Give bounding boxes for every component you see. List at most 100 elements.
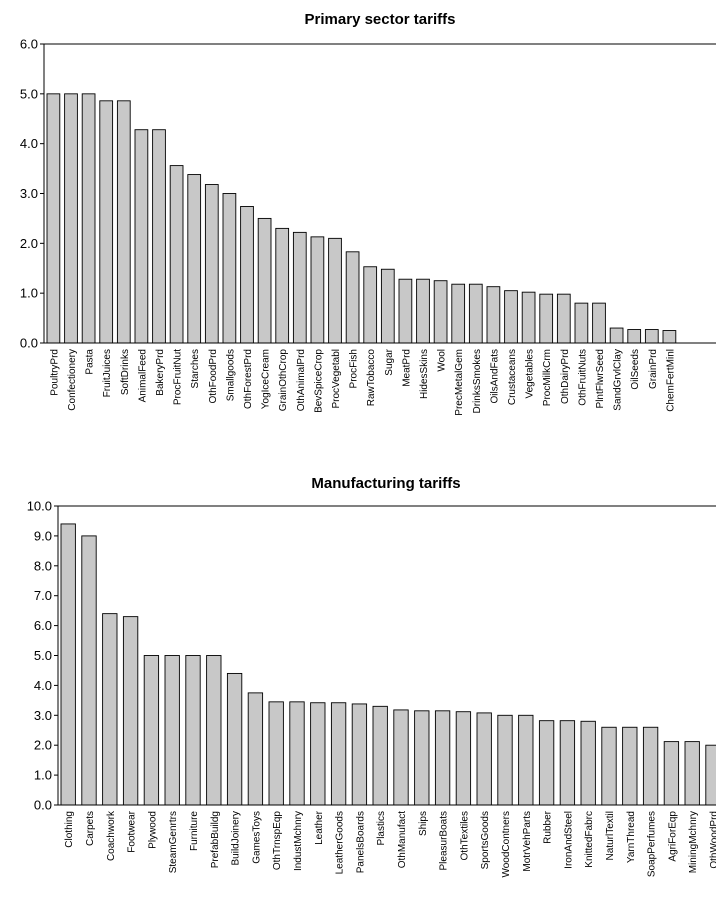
- primary-x-tick-label: RawTobacco: [366, 349, 377, 407]
- primary-bar-procfish: [345, 251, 360, 344]
- manufacturing-y-tick-label: 6.0: [34, 618, 52, 633]
- primary-bar-chemfertminl: [662, 330, 677, 344]
- primary-sector-tariffs-chart: Primary sector tariffs 0.0 1.0 2.0 3.0 4.0 5.0…: [20, 11, 716, 416]
- manufacturing-bar-othwoodprd: [705, 744, 716, 806]
- primary-bar-pasta: [81, 93, 96, 344]
- primary-x-tick-label: ProcFruitNut: [173, 349, 184, 405]
- manufacturing-y-tick-label: 7.0: [34, 588, 52, 603]
- primary-x-tick-label: SoftDrinks: [120, 349, 131, 395]
- manufacturing-bar-prefabbuildg: [206, 655, 222, 806]
- primary-x-tick-label: Sugar: [384, 348, 395, 375]
- primary-y-tick-label: 1.0: [20, 286, 38, 301]
- manufacturing-x-tick-label: OthManufact: [397, 811, 408, 868]
- manufacturing-x-tick-label: YarnThread: [626, 811, 637, 863]
- primary-x-tick-label: YogIceCream: [261, 349, 272, 409]
- manufacturing-y-tick-label: 4.0: [34, 678, 52, 693]
- primary-x-tick-label: Confectionery: [67, 349, 78, 411]
- manufacturing-y-tick-label: 5.0: [34, 648, 52, 663]
- manufacturing-x-tick-label: SteamGenrtrs: [168, 811, 179, 873]
- primary-x-tick-label: PoultryPrd: [49, 349, 60, 396]
- manufacturing-x-tick-label: OthWoodPrd: [709, 811, 716, 869]
- manufacturing-bar-buildjoinery: [226, 672, 243, 806]
- manufacturing-bar-gamestoys: [247, 692, 264, 806]
- primary-bar-bevspicecrop: [310, 236, 325, 344]
- primary-bar-confectionery: [64, 93, 78, 344]
- manufacturing-x-tick-label: Leather: [314, 810, 325, 845]
- primary-bar-softdrinks: [116, 100, 131, 344]
- manufacturing-bar-naturltextil: [601, 726, 617, 806]
- primary-bar-sandgrvlclay: [609, 327, 624, 344]
- primary-x-tick-label: ChemFertMinl: [665, 349, 676, 412]
- primary-bar-othforestprd: [240, 206, 254, 344]
- manufacturing-bar-othmanufact: [393, 709, 409, 806]
- manufacturing-bar-clothing: [60, 523, 76, 806]
- primary-y-tick-label: 0.0: [20, 336, 38, 351]
- primary-y-tick-label: 4.0: [20, 136, 38, 151]
- manufacturing-x-tick-label: IronAndSteel: [563, 811, 574, 869]
- primary-x-tick-label: FruitJuices: [102, 349, 113, 397]
- primary-y-tick-label: 3.0: [20, 186, 38, 201]
- primary-x-tick-label: OthDairyPrd: [560, 349, 571, 404]
- manufacturing-x-tick-label: PleasurBoats: [439, 811, 450, 870]
- manufacturing-bar-industmchnry: [289, 701, 305, 806]
- manufacturing-bar-panelsboards: [351, 703, 368, 806]
- manufacturing-x-tick-label: MotrVehParts: [522, 811, 533, 872]
- manufacturing-bar-ships: [414, 710, 430, 806]
- primary-bar-yogicecream: [257, 217, 272, 344]
- manufacturing-x-tick-label: BuildJoinery: [231, 811, 242, 865]
- primary-bar-rawtobacco: [363, 266, 378, 344]
- manufacturing-x-tick-label: SportsGoods: [480, 811, 491, 869]
- primary-x-tick-label: BakeryPrd: [155, 349, 166, 396]
- manufacturing-bar-footwear: [122, 616, 139, 806]
- manufacturing-y-tick-label: 2.0: [34, 738, 52, 753]
- primary-x-tick-label: Wool: [437, 349, 448, 372]
- primary-x-tick-label: OthAnimalPrd: [296, 349, 307, 411]
- primary-x-tick-label: HidesSkins: [419, 349, 430, 399]
- primary-x-tick-label: OilsAndFats: [489, 349, 500, 403]
- manufacturing-x-tick-label: OthTrnspEqp: [272, 811, 283, 871]
- manufacturing-bar-woodcontners: [497, 714, 513, 806]
- manufacturing-x-tick-label: PrefabBuildg: [210, 811, 221, 868]
- manufacturing-x-tick-label: PanelsBoards: [355, 811, 366, 873]
- manufacturing-y-tick-label: 3.0: [34, 708, 52, 723]
- primary-y-tick-label: 5.0: [20, 86, 38, 101]
- primary-x-tick-label: Pasta: [85, 349, 96, 375]
- manufacturing-x-tick-label: Rubber: [543, 810, 554, 843]
- primary-bar-wool: [433, 280, 448, 344]
- primary-bar-sugar: [380, 268, 395, 344]
- primary-bar-animalfeed: [134, 129, 149, 344]
- manufacturing-x-tick-label: Coachwork: [106, 810, 117, 861]
- primary-bar-fruitjuices: [99, 100, 114, 344]
- primary-x-tick-label: SandGrvlClay: [613, 349, 624, 411]
- manufacturing-x-tick-label: WoodContners: [501, 811, 512, 878]
- primary-bar-hidesskins: [416, 278, 430, 344]
- primary-x-tick-label: BevSpiceCrop: [313, 349, 324, 413]
- manufacturing-bar-miningmchnry: [684, 741, 700, 806]
- primary-bar-procfruitnut: [169, 165, 184, 344]
- primary-bar-procvegetabl: [328, 237, 342, 344]
- primary-bar-vegetables: [521, 291, 536, 344]
- primary-bar-grainothcrop: [275, 227, 290, 344]
- primary-bar-starches: [187, 174, 202, 344]
- manufacturing-bar-othtextiles: [455, 711, 472, 806]
- primary-x-tick-label: GrainOthCrop: [278, 349, 289, 412]
- manufacturing-bar-yarnthread: [622, 726, 638, 806]
- primary-x-tick-label: OthFoodPrd: [208, 349, 219, 403]
- primary-x-tick-label: Starches: [190, 349, 201, 388]
- primary-chart-title: Primary sector tariffs: [305, 11, 456, 28]
- manufacturing-bar-plastics: [372, 705, 388, 806]
- primary-bar-drinkssmokes: [468, 283, 483, 344]
- primary-bar-oilseeds: [627, 329, 642, 344]
- manufacturing-bar-ironandsteel: [559, 720, 576, 806]
- manufacturing-x-tick-label: AgriForEqp: [667, 811, 678, 862]
- manufacturing-bar-furniture: [185, 655, 201, 806]
- primary-x-tick-label: Smallgoods: [225, 349, 236, 401]
- primary-bar-othdairyprd: [556, 293, 571, 344]
- primary-bar-othanimalprd: [292, 231, 307, 344]
- primary-y-tick-label: 6.0: [20, 37, 38, 52]
- manufacturing-y-tick-label: 10.0: [27, 499, 52, 514]
- manufacturing-x-tick-label: MiningMchnry: [688, 811, 699, 873]
- primary-bar-poultryprd: [46, 93, 61, 344]
